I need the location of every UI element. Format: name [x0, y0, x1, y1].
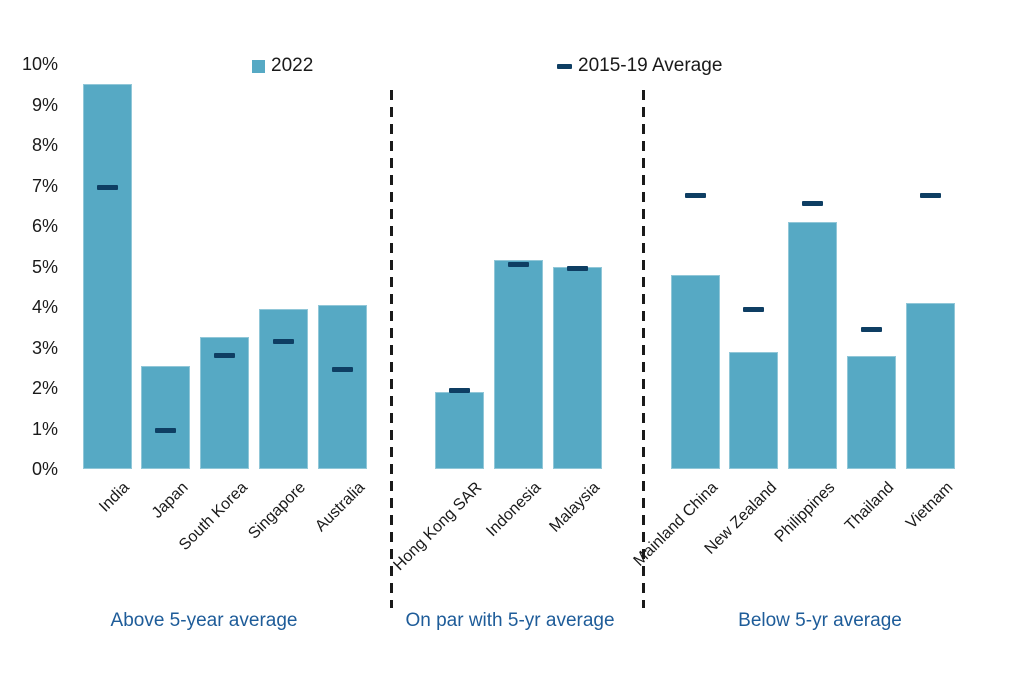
category-label-singapore: Singapore	[245, 479, 310, 543]
bar-singapore	[258, 309, 308, 469]
y-axis-tick-label: 8%	[31, 135, 58, 155]
square-icon	[252, 59, 265, 73]
average-marker-mainland-china	[684, 193, 706, 199]
bar-indonesia	[493, 260, 543, 469]
bar-japan	[141, 365, 191, 469]
average-marker-indonesia	[507, 261, 529, 267]
group-caption-on-par: On par with 5-yr average	[405, 610, 615, 631]
y-axis-tick-label: 0%	[31, 459, 58, 479]
average-marker-japan	[155, 428, 177, 434]
category-label-japan: Japan	[148, 479, 192, 522]
average-marker-india	[96, 185, 118, 191]
average-marker-thailand	[860, 326, 882, 332]
legend-item-2022: 2022	[252, 55, 313, 77]
y-axis-tick-label: 5%	[31, 256, 58, 277]
average-marker-new-zealand	[743, 306, 765, 312]
y-axis-tick-label: 1%	[31, 418, 58, 439]
y-axis-tick-label: 6%	[31, 216, 58, 236]
y-axis-tick-label: 7%	[31, 175, 58, 196]
category-label-malaysia: Malaysia	[546, 479, 604, 536]
average-marker-malaysia	[566, 266, 588, 272]
dash-icon	[557, 63, 572, 69]
bar-india	[82, 84, 132, 469]
category-label-vietnam: Vietnam	[902, 479, 957, 533]
y-axis-tick-label: 3%	[31, 337, 58, 358]
y-axis-tick-label: 9%	[31, 94, 58, 115]
bar-hong-kong-sar	[435, 392, 484, 469]
bar-australia	[317, 304, 367, 469]
bar-new-zealand	[729, 351, 779, 469]
y-axis-tick-label: 4%	[31, 297, 58, 317]
group-caption-above: Above 5-year average	[110, 610, 298, 631]
y-axis-tick-label: 2%	[31, 378, 58, 398]
bar-south-korea	[200, 337, 250, 469]
bar-malaysia	[552, 266, 602, 469]
average-marker-australia	[331, 367, 353, 373]
average-marker-philippines	[802, 201, 824, 207]
bar-philippines	[788, 221, 838, 469]
section-divider-right	[642, 90, 645, 608]
average-marker-singapore	[272, 338, 294, 344]
bar-vietnam	[905, 302, 955, 469]
y-axis-tick-label: 10%	[21, 54, 58, 74]
legend-item-average: 2015-19 Average	[557, 55, 722, 77]
section-divider-left	[390, 90, 393, 608]
category-label-india: India	[96, 479, 134, 516]
average-marker-south-korea	[214, 353, 236, 359]
category-label-philippines: Philippines	[771, 479, 839, 546]
bar-mainland-china	[670, 274, 720, 469]
category-label-hong-kong-sar: Hong Kong SAR	[390, 479, 486, 575]
category-label-thailand: Thailand	[842, 479, 898, 535]
category-label-indonesia: Indonesia	[483, 479, 545, 541]
average-marker-hong-kong-sar	[449, 387, 470, 393]
legend-label: 2022	[271, 55, 314, 76]
group-caption-below: Below 5-yr average	[738, 610, 902, 631]
average-marker-vietnam	[919, 193, 941, 199]
legend-label: 2015-19 Average	[578, 55, 723, 76]
category-label-australia: Australia	[312, 479, 369, 536]
bar-thailand	[846, 355, 896, 469]
